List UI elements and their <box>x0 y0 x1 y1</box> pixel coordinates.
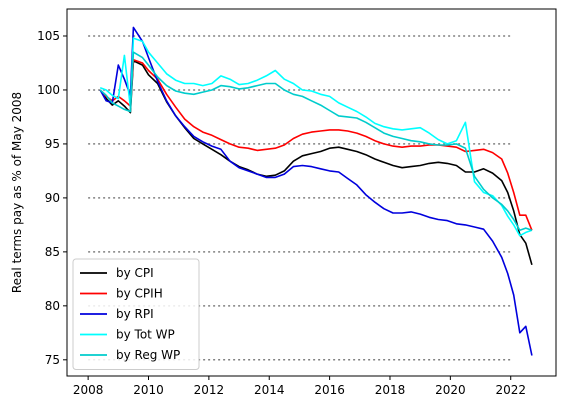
plot-frame <box>66 8 557 377</box>
y-tick-label-105: 105 <box>37 29 60 43</box>
legend-label-3: by Tot WP <box>116 328 175 342</box>
legend-box <box>72 258 200 370</box>
y-tick-label-90: 90 <box>45 191 60 205</box>
y-axis: 75 80 85 90 95 100 105 <box>37 29 67 367</box>
x-tick-label-2008: 2008 <box>73 383 104 397</box>
x-axis: 2008 2010 2012 2014 2016 2018 2020 2022 <box>73 376 526 397</box>
legend: by CPI by CPIH by RPI by Tot WP by Reg WP <box>72 258 200 370</box>
legend-label-4: by Reg WP <box>116 348 180 362</box>
series-line-by-reg-wp <box>99 51 533 232</box>
legend-label-1: by CPIH <box>116 287 163 301</box>
x-tick-label-2012: 2012 <box>194 383 225 397</box>
x-tick-label-2018: 2018 <box>375 383 406 397</box>
legend-label-2: by RPI <box>116 307 154 321</box>
x-tick-label-2022: 2022 <box>495 383 526 397</box>
legend-label-0: by CPI <box>116 266 154 280</box>
x-tick-label-2014: 2014 <box>254 383 285 397</box>
series-lines <box>99 26 533 356</box>
series-line-by-cpi <box>99 59 533 266</box>
y-tick-label-75: 75 <box>45 353 60 367</box>
y-tick-label-85: 85 <box>45 245 60 259</box>
y-axis-label: Real terms pay as % of May 2008 <box>10 92 24 293</box>
y-tick-label-100: 100 <box>37 83 60 97</box>
x-tick-label-2016: 2016 <box>314 383 345 397</box>
series-line-by-cpih <box>99 58 533 231</box>
x-tick-label-2020: 2020 <box>435 383 466 397</box>
series-line-by-tot-wp <box>99 37 533 237</box>
y-tick-label-95: 95 <box>45 137 60 151</box>
x-tick-label-2010: 2010 <box>133 383 164 397</box>
y-tick-label-80: 80 <box>45 299 60 313</box>
